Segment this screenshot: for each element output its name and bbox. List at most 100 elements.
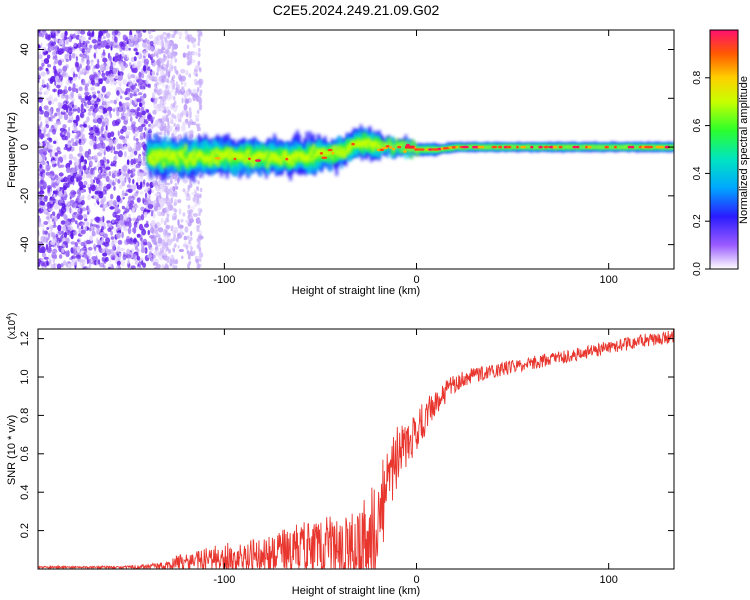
noise-blob bbox=[88, 150, 91, 155]
noise-blob bbox=[97, 173, 103, 180]
track-cell bbox=[409, 149, 412, 152]
noise-blob bbox=[181, 124, 186, 132]
noise-streak bbox=[166, 232, 170, 237]
noise-blob bbox=[185, 35, 188, 41]
noise-blob bbox=[92, 154, 98, 161]
noise-blob bbox=[133, 159, 137, 165]
noise-blob bbox=[173, 202, 177, 206]
noise-blob bbox=[182, 188, 186, 193]
noise-blob bbox=[56, 213, 61, 220]
noise-blob bbox=[168, 202, 172, 206]
noise-streak bbox=[197, 217, 201, 222]
noise-blob bbox=[95, 48, 98, 55]
figure-title: C2E5.2024.249.21.09.G02 bbox=[273, 2, 440, 18]
noise-streak bbox=[198, 96, 201, 101]
noise-blob bbox=[167, 109, 172, 116]
noise-blob bbox=[131, 99, 134, 105]
noise-blob bbox=[143, 166, 148, 172]
track-cell bbox=[365, 143, 368, 150]
noise-blob bbox=[42, 141, 45, 147]
noise-blob bbox=[182, 121, 187, 126]
noise-blob bbox=[132, 38, 139, 46]
noise-blob bbox=[99, 262, 105, 268]
noise-streak bbox=[171, 48, 175, 53]
noise-blob bbox=[179, 113, 184, 119]
track-cell bbox=[193, 158, 197, 166]
noise-blob bbox=[78, 75, 81, 80]
noise-blob bbox=[77, 42, 82, 49]
noise-blob bbox=[158, 227, 164, 233]
noise-blob bbox=[97, 259, 101, 265]
noise-blob bbox=[68, 153, 74, 160]
noise-blob bbox=[133, 136, 136, 141]
noise-blob bbox=[78, 204, 83, 208]
noise-blob bbox=[78, 208, 81, 213]
track-cell bbox=[232, 155, 236, 176]
noise-blob bbox=[121, 231, 124, 239]
noise-blob bbox=[178, 31, 183, 37]
noise-blob bbox=[113, 146, 116, 152]
noise-blob bbox=[112, 160, 117, 165]
noise-blob bbox=[77, 93, 82, 99]
noise-blob bbox=[108, 139, 113, 147]
noise-blob bbox=[139, 234, 143, 241]
track-cell bbox=[381, 140, 385, 144]
noise-blob bbox=[98, 136, 105, 142]
track-cell bbox=[261, 144, 265, 155]
noise-blob bbox=[114, 177, 118, 183]
noise-blob bbox=[46, 227, 50, 230]
noise-blob bbox=[118, 253, 122, 257]
noise-blob bbox=[93, 142, 97, 150]
noise-blob bbox=[167, 71, 171, 78]
noise-blob bbox=[75, 158, 80, 166]
noise-blob bbox=[141, 228, 147, 236]
noise-blob bbox=[113, 62, 117, 66]
noise-streak bbox=[188, 134, 192, 140]
noise-streak bbox=[196, 264, 200, 269]
track-cell bbox=[268, 156, 272, 163]
noise-blob bbox=[93, 114, 98, 120]
noise-blob bbox=[66, 79, 71, 86]
noise-streak bbox=[187, 262, 191, 267]
noise-blob bbox=[91, 230, 96, 237]
noise-blob bbox=[178, 118, 182, 123]
noise-blob bbox=[110, 193, 114, 200]
noise-blob bbox=[127, 259, 130, 265]
noise-blob bbox=[155, 185, 161, 192]
noise-blob bbox=[136, 197, 141, 203]
noise-blob bbox=[102, 107, 108, 114]
noise-streak bbox=[174, 69, 178, 74]
noise-blob bbox=[138, 102, 142, 107]
noise-blob bbox=[87, 194, 91, 201]
noise-blob bbox=[98, 220, 105, 228]
noise-streak bbox=[198, 211, 201, 217]
noise-blob bbox=[62, 65, 68, 72]
noise-streak bbox=[166, 213, 170, 219]
noise-streak bbox=[199, 30, 202, 35]
noise-blob bbox=[64, 105, 70, 109]
noise-blob bbox=[131, 84, 136, 90]
noise-blob bbox=[39, 142, 43, 146]
track-cell bbox=[304, 157, 307, 163]
noise-blob bbox=[139, 181, 143, 189]
noise-blob bbox=[138, 77, 142, 85]
noise-blob bbox=[106, 32, 111, 39]
noise-blob bbox=[64, 100, 69, 104]
noise-blob bbox=[94, 75, 100, 81]
track-cell bbox=[199, 151, 202, 158]
noise-blob bbox=[161, 78, 165, 84]
noise-blob bbox=[39, 201, 45, 206]
track-cell bbox=[415, 150, 418, 153]
noise-blob bbox=[171, 65, 174, 69]
spectrogram-signal-track bbox=[147, 124, 674, 183]
noise-blob bbox=[126, 110, 130, 117]
noise-blob bbox=[56, 204, 61, 210]
noise-blob bbox=[141, 141, 146, 149]
noise-streak bbox=[167, 131, 170, 136]
track-cell bbox=[265, 150, 268, 157]
noise-blob bbox=[56, 146, 61, 153]
noise-blob bbox=[135, 145, 141, 151]
noise-blob bbox=[122, 137, 126, 144]
track-cell bbox=[342, 149, 345, 155]
noise-blob bbox=[173, 226, 179, 234]
